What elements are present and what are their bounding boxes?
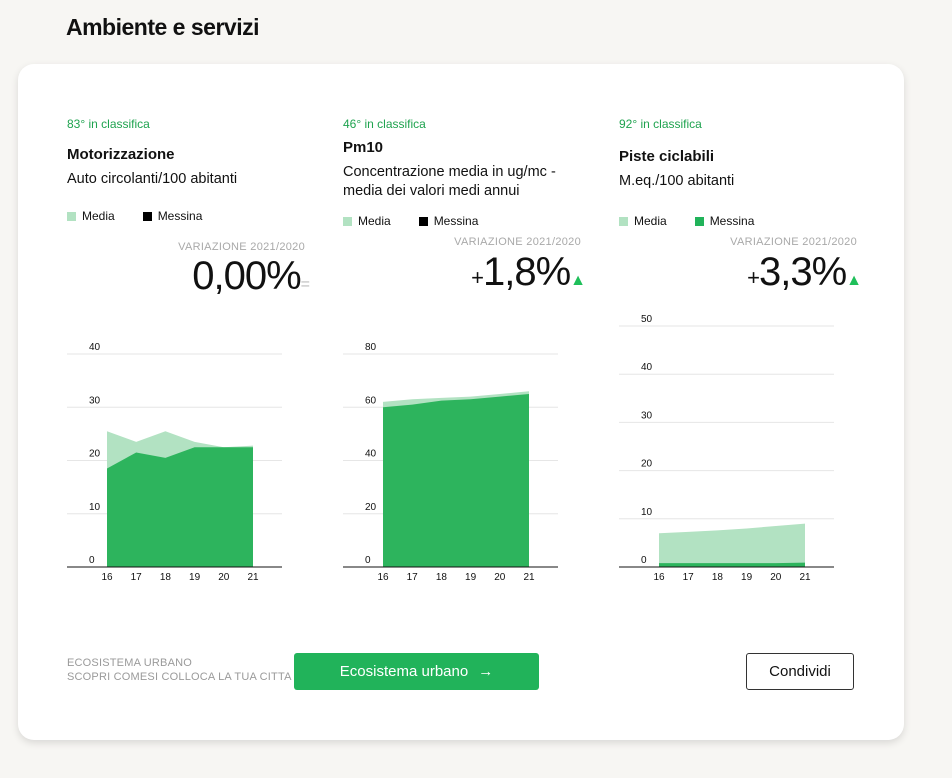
legend-messina: Messina: [418, 214, 479, 228]
ecosistema-urbano-button[interactable]: Ecosistema urbano →: [294, 653, 539, 690]
x-tick-label: 18: [712, 572, 724, 583]
x-tick-label: 19: [189, 572, 201, 583]
variation-sign: +: [471, 265, 484, 290]
y-tick-label: 30: [89, 395, 101, 406]
x-tick-label: 17: [407, 572, 419, 583]
y-tick-label: 0: [365, 555, 371, 566]
y-tick-label: 10: [641, 507, 653, 518]
y-tick-label: 20: [641, 459, 653, 470]
variation-label: VARIAZIONE 2021/2020: [730, 236, 857, 248]
x-tick-label: 16: [377, 572, 389, 583]
metrics-card: 83° in classifica Motorizzazione Auto ci…: [18, 64, 904, 740]
chart-legend: Media Messina: [67, 209, 230, 223]
variation-value: 0,00%: [192, 254, 301, 298]
legend-swatch-messina: [418, 216, 428, 226]
y-tick-label: 40: [89, 342, 101, 353]
metric-motorizzazione: 83° in classifica Motorizzazione Auto ci…: [67, 64, 310, 584]
y-tick-label: 80: [365, 342, 377, 353]
area-series-messina: [659, 562, 805, 567]
legend-swatch-media: [619, 216, 628, 226]
y-tick-label: 20: [365, 502, 377, 513]
legend-label-media: Media: [634, 214, 667, 228]
y-tick-label: 20: [89, 449, 101, 460]
variation-label: VARIAZIONE 2021/2020: [454, 236, 581, 248]
x-tick-label: 20: [770, 572, 782, 583]
rank-label: 46° in classifica: [343, 117, 426, 131]
legend-messina: Messina: [694, 214, 755, 228]
y-tick-label: 60: [365, 395, 377, 406]
legend-swatch-media: [67, 211, 76, 221]
x-tick-label: 17: [683, 572, 695, 583]
legend-label-messina: Messina: [709, 214, 755, 228]
variation-up-icon: ▲: [846, 272, 862, 289]
x-tick-label: 16: [101, 572, 113, 583]
legend-media: Media: [619, 214, 667, 228]
legend-swatch-messina: [694, 216, 704, 226]
variation-value: 3,3%: [758, 250, 847, 294]
metric-title: Motorizzazione: [67, 146, 175, 163]
arrow-right-icon: →: [478, 663, 494, 680]
area-series-messina: [383, 393, 529, 567]
legend-media: Media: [67, 209, 115, 223]
x-tick-label: 19: [465, 572, 477, 583]
legend-label-media: Media: [82, 209, 115, 223]
area-series-media: [659, 523, 805, 567]
footer-note-line1: ECOSISTEMA URBANO: [67, 657, 193, 669]
x-tick-label: 18: [436, 572, 448, 583]
share-button[interactable]: Condividi: [746, 653, 854, 690]
y-tick-label: 40: [641, 362, 653, 373]
x-tick-label: 21: [247, 572, 259, 583]
x-tick-label: 20: [494, 572, 506, 583]
y-tick-label: 10: [89, 502, 101, 513]
x-tick-label: 18: [160, 572, 172, 583]
variation-up-icon: ▲: [570, 272, 586, 289]
legend-label-messina: Messina: [157, 209, 203, 223]
x-tick-label: 19: [741, 572, 753, 583]
chart-motorizzazione: 0 10 20 30 40 16 17 18 19 20 21: [67, 342, 282, 583]
legend-media: Media: [343, 214, 391, 228]
legend-label-media: Media: [358, 214, 391, 228]
variation-sign: +: [747, 265, 760, 290]
y-tick-label: 0: [641, 555, 647, 566]
variation-value: 1,8%: [482, 250, 571, 294]
rank-label: 92° in classifica: [619, 117, 702, 131]
y-tick-label: 50: [641, 314, 653, 325]
y-tick-label: 30: [641, 410, 653, 421]
y-tick-label: 40: [365, 449, 377, 460]
chart-legend: Media Messina: [343, 214, 506, 228]
metric-title: Piste ciclabili: [619, 148, 715, 165]
variation-value-block: +3,3%▲: [747, 250, 862, 295]
chart-piste-ciclabili: 0 10 20 30 40 50 16 17 18 19 20 21: [619, 314, 834, 583]
metric-subtitle: M.eq./100 abitanti: [619, 173, 735, 189]
legend-swatch-messina: [142, 211, 152, 221]
y-tick-label: 0: [89, 555, 95, 566]
chart-legend: Media Messina: [619, 214, 782, 228]
variation-label: VARIAZIONE 2021/2020: [178, 241, 305, 253]
x-tick-label: 21: [523, 572, 535, 583]
variation-value-block: +1,8%▲: [471, 250, 586, 295]
footer-note-line2: SCOPRI COMESI COLLOCA LA TUA CITTA: [67, 671, 292, 683]
x-tick-label: 21: [799, 572, 811, 583]
metric-piste-ciclabili: 92° in classifica Piste ciclabili M.eq./…: [619, 64, 862, 584]
variation-flat-icon: =: [300, 276, 310, 293]
x-tick-label: 16: [653, 572, 665, 583]
chart-pm10: 0 20 40 60 80 16 17 18 19 20 21: [343, 342, 558, 583]
area-series-messina: [107, 447, 253, 567]
footer-note: ECOSISTEMA URBANO SCOPRI COMESI COLLOCA …: [67, 656, 292, 684]
metric-subtitle: Concentrazione media in ug/mc - media de…: [343, 164, 556, 199]
x-tick-label: 20: [218, 572, 230, 583]
section-title: Ambiente e servizi: [66, 14, 259, 40]
x-tick-label: 17: [131, 572, 143, 583]
legend-swatch-media: [343, 216, 352, 226]
rank-label: 83° in classifica: [67, 117, 150, 131]
metric-subtitle: Auto circolanti/100 abitanti: [67, 171, 238, 187]
legend-messina: Messina: [142, 209, 203, 223]
cta-label: Ecosistema urbano: [339, 663, 469, 680]
legend-label-messina: Messina: [433, 214, 479, 228]
metric-pm10: 46° in classifica Pm10 Concentrazione me…: [343, 64, 586, 584]
metric-title: Pm10: [343, 139, 384, 156]
share-label: Condividi: [769, 663, 831, 680]
variation-value-block: 0,00%=: [192, 254, 310, 299]
